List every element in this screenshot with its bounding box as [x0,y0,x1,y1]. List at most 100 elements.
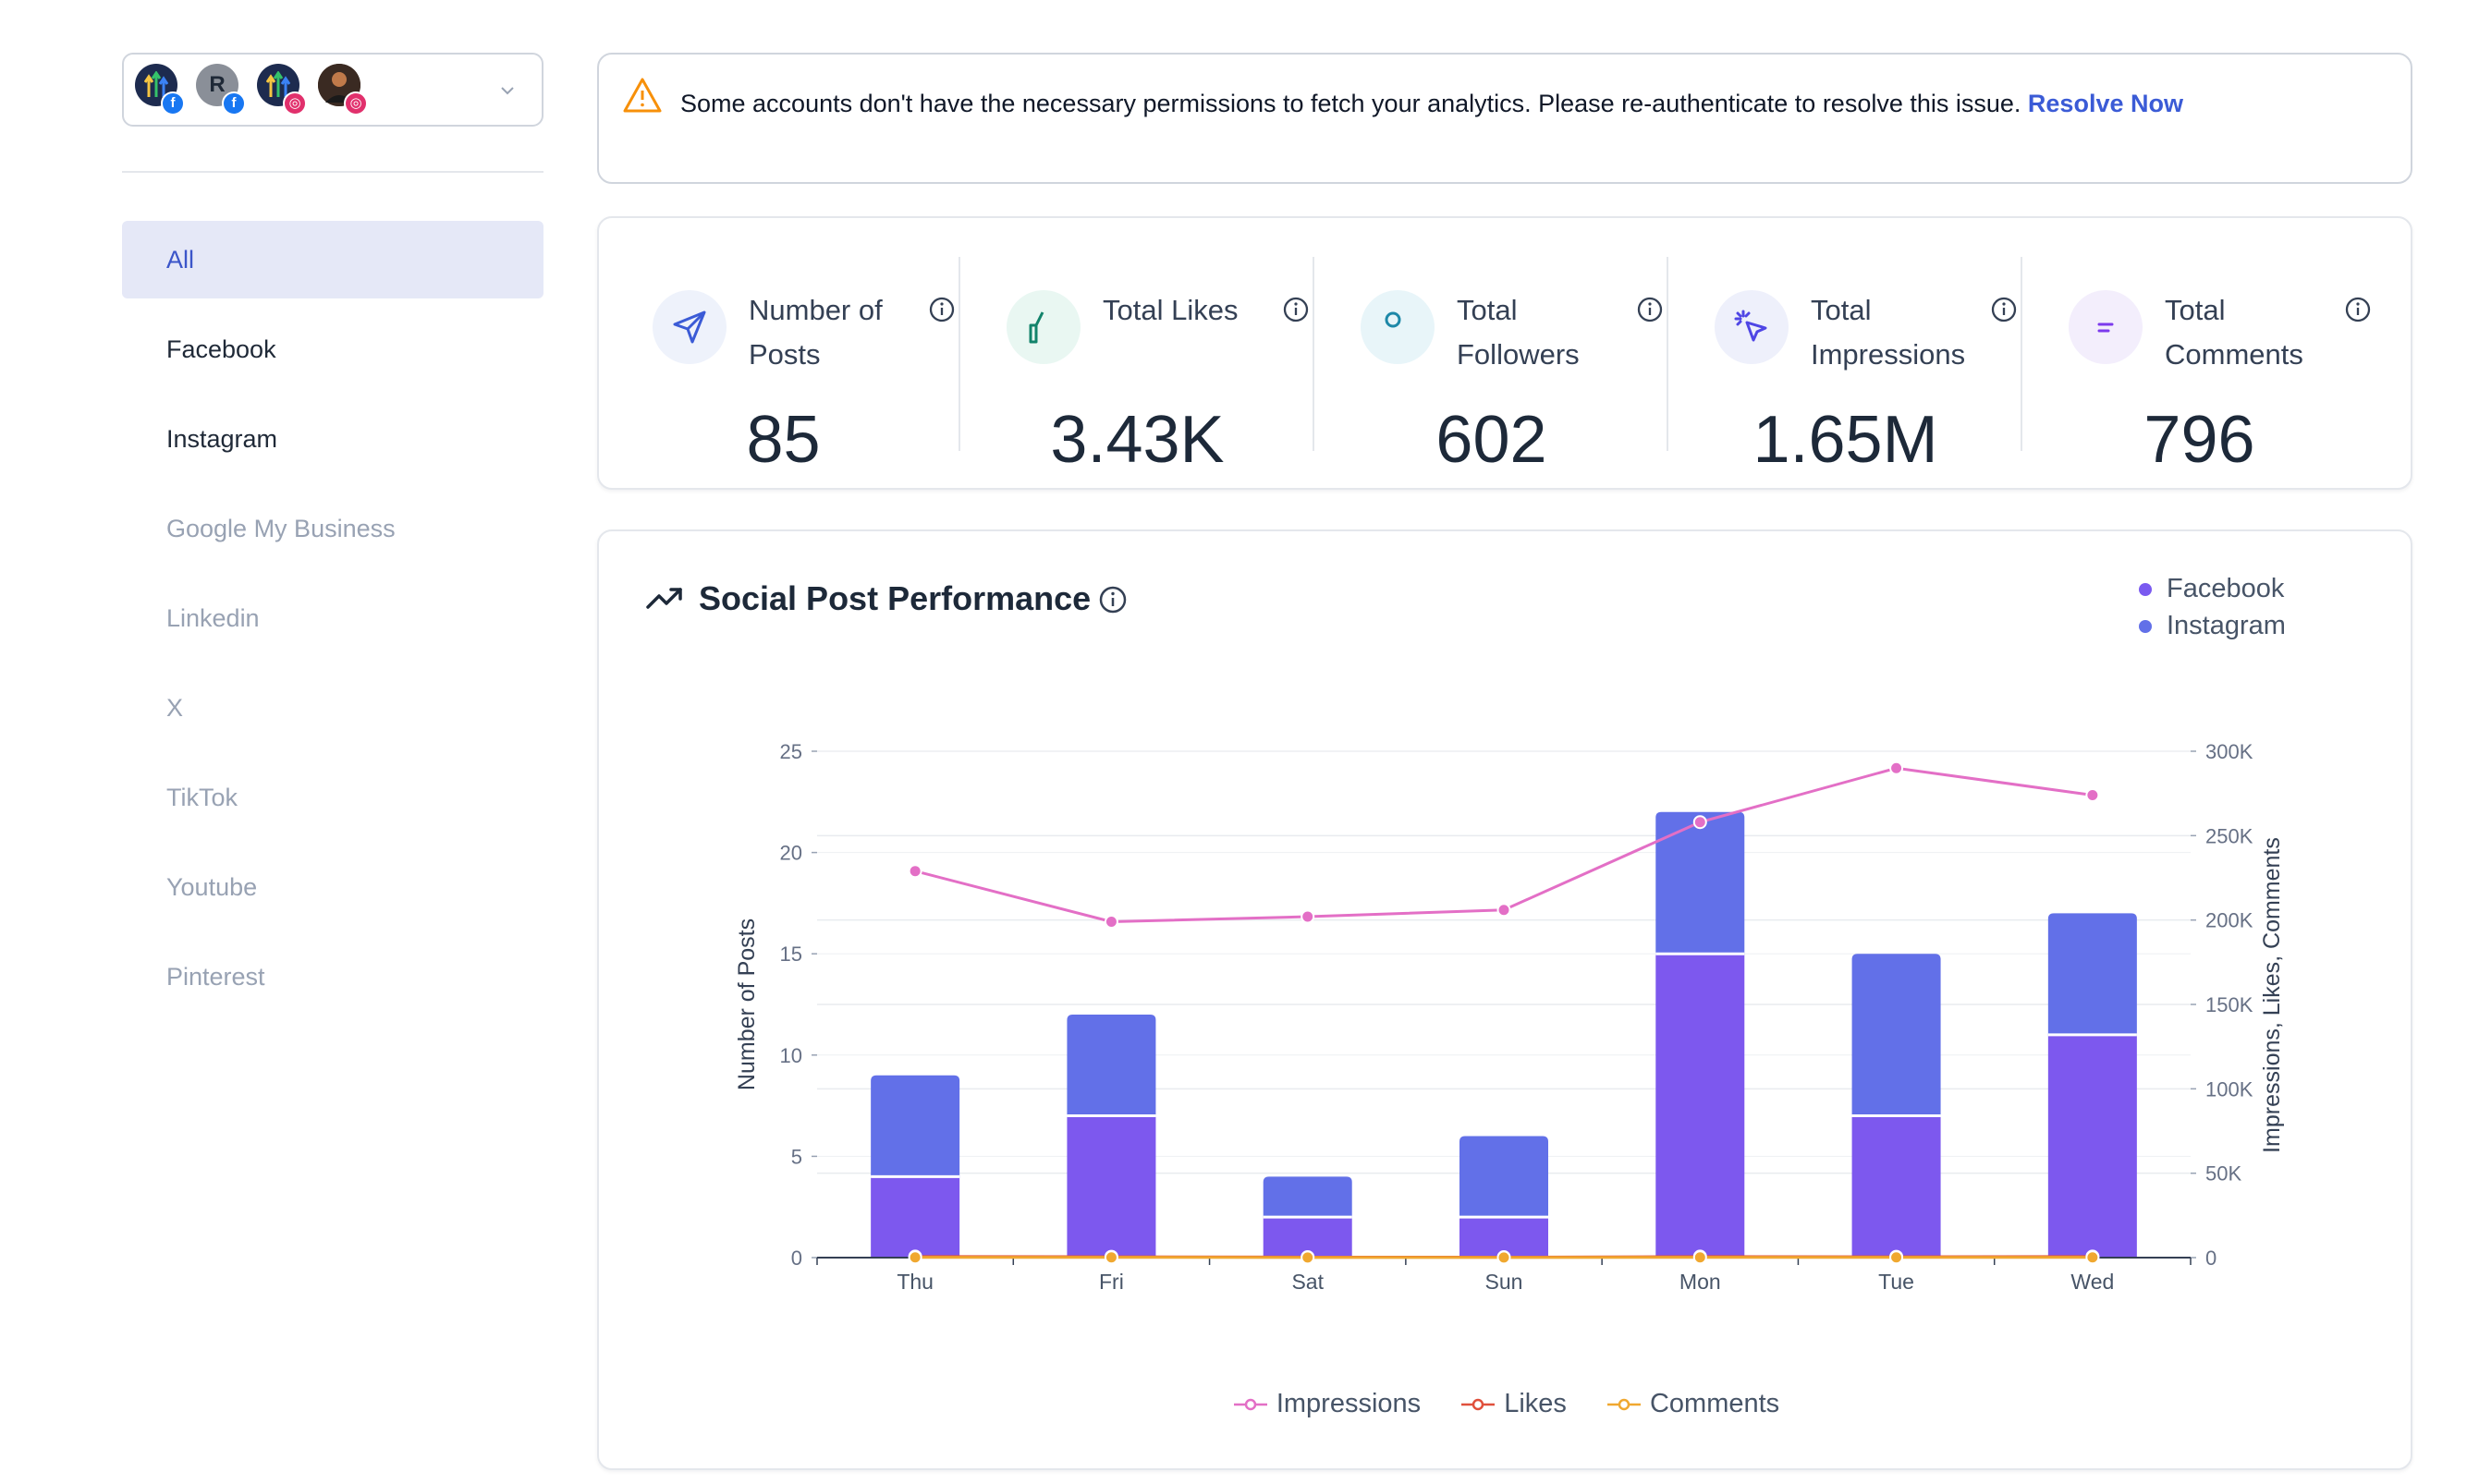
info-icon[interactable] [1282,296,1310,323]
y2-tick-label: 50K [2205,1162,2241,1186]
legend-top: Facebook Instagram [2135,570,2286,644]
legend-item-impressions[interactable]: Impressions [1233,1389,1421,1419]
info-icon[interactable] [1098,585,1128,614]
point-impressions-fri [1104,914,1118,929]
bar-facebook-mon [1655,954,1745,1258]
info-icon[interactable] [1636,296,1664,323]
message-circle-icon [2097,322,2114,333]
platform-nav: All Facebook Instagram Google My Busines… [122,221,543,1016]
sidebar-item-all[interactable]: All [122,221,543,298]
stat-total-impressions: Total Impressions 1.65M [1668,253,2022,477]
y-axis-title: Number of Posts [734,918,760,1090]
sidebar-item-instagram[interactable]: Instagram [166,425,278,453]
info-icon[interactable] [2344,296,2372,323]
sidebar-item-linkedin: Linkedin [166,604,260,632]
bar-instagram-thu [871,1075,960,1177]
account-selector[interactable]: f R f ◎ ◎ [122,53,543,127]
x-tick-label: Mon [1679,1270,1721,1294]
y-tick-label: 0 [791,1247,802,1270]
point-comments-sat [1301,1250,1315,1265]
stat-icon-wrap [2069,290,2143,364]
account-avatar: f [135,64,185,116]
bar-facebook-tue [1851,1115,1941,1258]
stat-total-comments: Total Comments 796 [2022,253,2376,477]
bar-facebook-fri [1067,1115,1156,1258]
legend-item-likes[interactable]: Likes [1461,1389,1567,1419]
legend-item-instagram[interactable]: Instagram [2135,607,2286,644]
point-impressions-tue [1889,760,1904,775]
point-comments-tue [1889,1250,1904,1265]
point-comments-sun [1496,1250,1511,1265]
bar-facebook-thu [871,1176,960,1258]
thumbs-up-icon [1029,311,1044,344]
account-avatar: ◎ [257,64,307,116]
point-comments-wed [2085,1250,2100,1265]
legend-label: Facebook [2167,574,2285,603]
warning-triangle-icon [623,78,662,113]
chart-title: Social Post Performance [699,579,1092,617]
point-comments-mon [1692,1250,1707,1265]
y2-tick-label: 150K [2205,993,2253,1016]
resolve-now-link[interactable]: Resolve Now [2027,90,2183,117]
stat-label: Total Comments [2165,294,2303,371]
sidebar-item-youtube: Youtube [166,873,258,901]
y2-tick-label: 300K [2205,740,2253,763]
stat-label: Number of Posts [749,294,883,371]
legend-dot [2139,620,2152,633]
line-impressions [914,766,2094,923]
stat-divider [1667,257,1668,451]
y-tick-label: 10 [780,1044,802,1067]
point-impressions-sat [1301,909,1315,924]
legend-item-facebook[interactable]: Facebook [2135,570,2286,607]
point-impressions-thu [908,864,922,879]
y2-tick-label: 250K [2205,824,2253,847]
sidebar-divider [122,171,543,173]
point-impressions-sun [1496,903,1511,918]
stat-label: Total Followers [1457,294,1580,371]
bar-instagram-wed [2047,913,2137,1035]
legend-dot [2139,583,2152,596]
x-tick-label: Tue [1878,1270,1914,1294]
stat-total-likes: Total Likes 3.43K [960,253,1314,477]
stat-value: 796 [2143,403,2255,477]
y-tick-label: 15 [780,943,802,966]
point-comments-fri [1104,1250,1118,1265]
y2-tick-label: 200K [2205,909,2253,932]
x-tick-label: Sat [1291,1270,1324,1294]
sidebar-item-x: X [166,694,184,722]
x-tick-label: Thu [897,1270,934,1294]
instagram-icon: ◎ [344,91,368,116]
stat-divider [2021,257,2022,451]
stat-label: Total Likes [1103,294,1239,326]
x-tick-label: Fri [1099,1270,1124,1294]
facebook-icon: f [222,91,246,116]
bar-instagram-fri [1067,1014,1156,1116]
legend-line-marker [1606,1398,1641,1411]
bar-instagram-mon [1655,811,1745,955]
legend-label: Instagram [2167,611,2286,640]
y-tick-label: 20 [780,842,802,865]
trending-up-icon [646,588,682,609]
stat-value: 3.43K [1050,403,1225,477]
stat-divider [1313,257,1314,451]
users-icon [1385,311,1401,328]
stat-value: 85 [746,403,821,477]
y2-tick-label: 100K [2205,1077,2253,1101]
info-icon[interactable] [928,296,956,323]
y2-axis-title: Impressions, Likes, Comments [2259,837,2285,1153]
stat-icon-wrap [1361,290,1435,364]
y-tick-label: 5 [791,1145,802,1168]
social-post-performance-card: Social Post Performance Facebook Instagr… [597,529,2412,1470]
legend-item-comments[interactable]: Comments [1606,1389,1779,1419]
legend-line-marker [1233,1398,1267,1411]
permissions-alert: Some accounts don't have the necessary p… [597,53,2412,184]
chevron-down-icon[interactable] [497,80,518,101]
sidebar-item-facebook[interactable]: Facebook [166,335,276,363]
stat-value: 1.65M [1752,403,1938,477]
avatar-initial: R [209,72,226,97]
bar-facebook-wed [2047,1034,2137,1258]
info-icon[interactable] [1990,296,2018,323]
account-avatar: R f [196,64,246,116]
x-tick-label: Sun [1485,1270,1523,1294]
instagram-icon: ◎ [283,91,307,116]
